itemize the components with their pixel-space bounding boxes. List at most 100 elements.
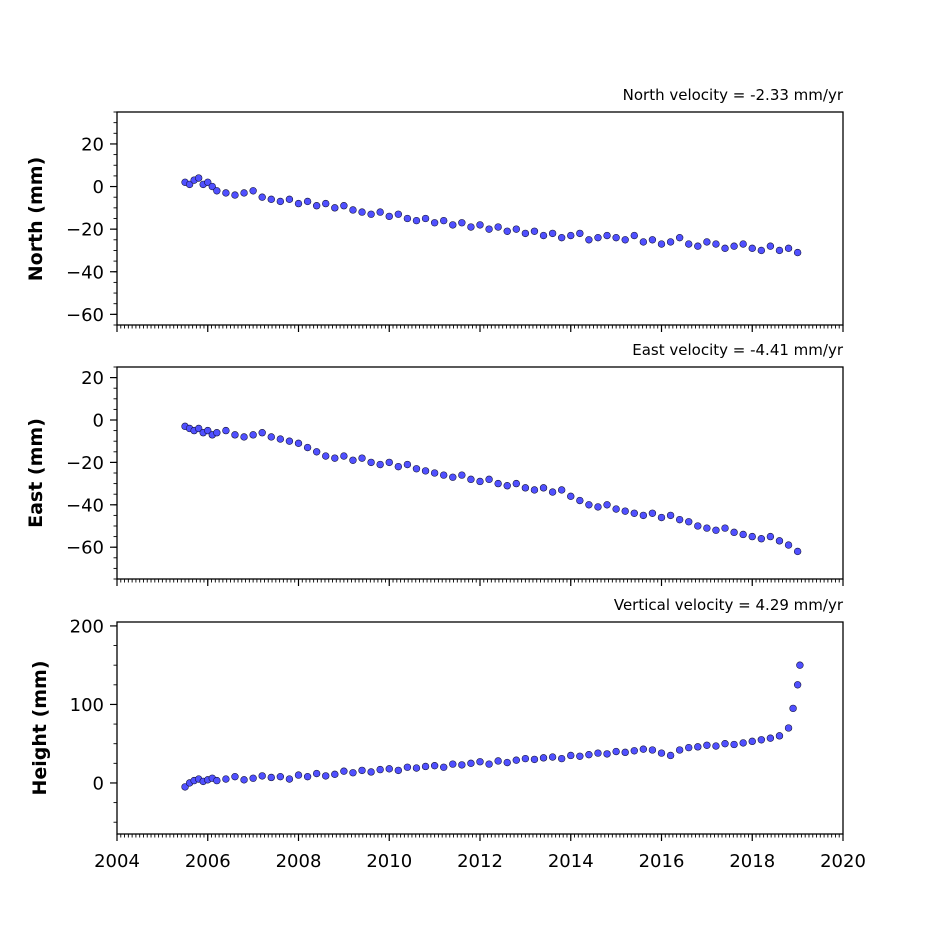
east-y-tick-label: 20 <box>81 368 104 389</box>
height-x-tick-label: 2016 <box>639 851 685 872</box>
east-axis-label: East (mm) <box>25 418 47 528</box>
height-data-point <box>340 767 348 775</box>
north-data-point <box>721 244 729 252</box>
north-data-point <box>231 191 239 199</box>
height-data-point <box>440 763 448 771</box>
north-y-tick-label: −40 <box>66 262 104 283</box>
north-data-point <box>521 229 530 238</box>
height-x-tick-label: 2012 <box>457 851 503 872</box>
height-data-point <box>621 748 629 757</box>
height-data-point <box>258 772 266 780</box>
height-data-point <box>294 771 303 779</box>
height-x-tick-label: 2020 <box>820 851 866 872</box>
north-data-point <box>303 197 312 206</box>
north-data-point <box>440 216 448 225</box>
north-data-point <box>312 202 321 210</box>
east-data-point <box>539 484 548 492</box>
height-data-point <box>657 749 666 757</box>
east-data-point <box>567 492 575 500</box>
north-data-point <box>449 221 457 229</box>
height-data-point <box>567 751 575 760</box>
north-data-point <box>594 233 602 242</box>
height-data-point <box>796 661 804 669</box>
east-data-point <box>730 528 738 537</box>
height-data-point <box>789 704 797 713</box>
east-data-point <box>630 509 638 517</box>
height-data-point <box>403 763 412 771</box>
east-data-point <box>494 479 502 488</box>
east-data-point <box>367 458 375 467</box>
height-x-tick-label: 2008 <box>276 851 322 872</box>
north-data-point <box>748 244 756 252</box>
north-data-point <box>222 189 230 197</box>
east-data-point <box>394 462 403 471</box>
east-data-point <box>757 535 766 543</box>
east-data-point <box>204 426 212 435</box>
east-data-point <box>231 431 239 439</box>
east-data-point <box>276 435 285 443</box>
north-data-point <box>557 233 566 242</box>
east-data-point <box>403 460 412 469</box>
north-marks <box>181 174 802 257</box>
east-y-tick-label: −40 <box>66 495 104 516</box>
east-data-point <box>557 486 566 494</box>
east-data-point <box>784 541 793 549</box>
north-panel: North velocity = -2.33 mm/yr North (mm) … <box>25 86 844 332</box>
north-axis-label: North (mm) <box>25 157 47 282</box>
north-data-point <box>385 212 393 221</box>
north-data-point <box>603 231 611 240</box>
height-data-point <box>557 754 566 763</box>
north-data-point <box>703 238 711 246</box>
east-data-point <box>621 507 629 515</box>
east-data-point <box>421 467 430 475</box>
east-data-point <box>639 511 648 520</box>
north-data-point <box>730 242 738 250</box>
height-data-point <box>766 734 775 742</box>
east-data-point <box>766 532 775 541</box>
north-data-point <box>194 174 203 182</box>
north-data-point <box>421 214 430 223</box>
height-data-point <box>240 776 248 784</box>
north-data-point <box>630 231 638 240</box>
height-data-point <box>793 681 802 689</box>
north-data-point <box>358 208 366 216</box>
height-data-point <box>775 732 784 740</box>
north-data-point <box>376 208 384 216</box>
east-data-point <box>285 437 294 445</box>
east-data-point <box>331 454 339 462</box>
height-axes: 2004 2006 2008 2010 2012 2014 2016 2018 2020 0 100… <box>70 616 866 872</box>
height-x-tick-label: 2018 <box>729 851 775 872</box>
north-data-point <box>694 242 702 250</box>
height-data-point <box>249 774 257 782</box>
east-data-point <box>213 429 221 437</box>
north-data-point <box>331 204 339 212</box>
east-velocity-title: East velocity = -4.41 mm/yr <box>632 341 844 359</box>
north-data-point <box>267 195 275 204</box>
height-data-point <box>521 754 530 763</box>
east-data-point <box>712 526 720 534</box>
east-data-point <box>340 452 348 460</box>
east-axes: −60 −40 −20 0 20 <box>66 366 844 586</box>
height-data-point <box>358 766 366 775</box>
north-data-point <box>294 199 303 208</box>
east-data-point <box>467 475 475 484</box>
north-data-point <box>276 197 285 206</box>
east-data-point <box>303 443 312 452</box>
east-data-point <box>685 518 693 526</box>
east-data-point <box>458 471 466 479</box>
north-data-point <box>249 187 257 195</box>
height-data-point <box>385 765 393 773</box>
height-data-point <box>376 765 384 774</box>
north-data-point <box>258 193 266 201</box>
north-data-point <box>494 223 502 231</box>
north-data-point <box>503 227 511 235</box>
height-data-point <box>639 745 648 753</box>
east-data-point <box>222 426 230 435</box>
north-data-point <box>712 240 720 248</box>
east-data-point <box>503 482 511 490</box>
height-data-point <box>458 761 466 769</box>
height-data-point <box>721 740 729 748</box>
height-data-point <box>748 737 756 746</box>
height-data-point <box>213 776 221 785</box>
east-marks <box>181 422 802 556</box>
